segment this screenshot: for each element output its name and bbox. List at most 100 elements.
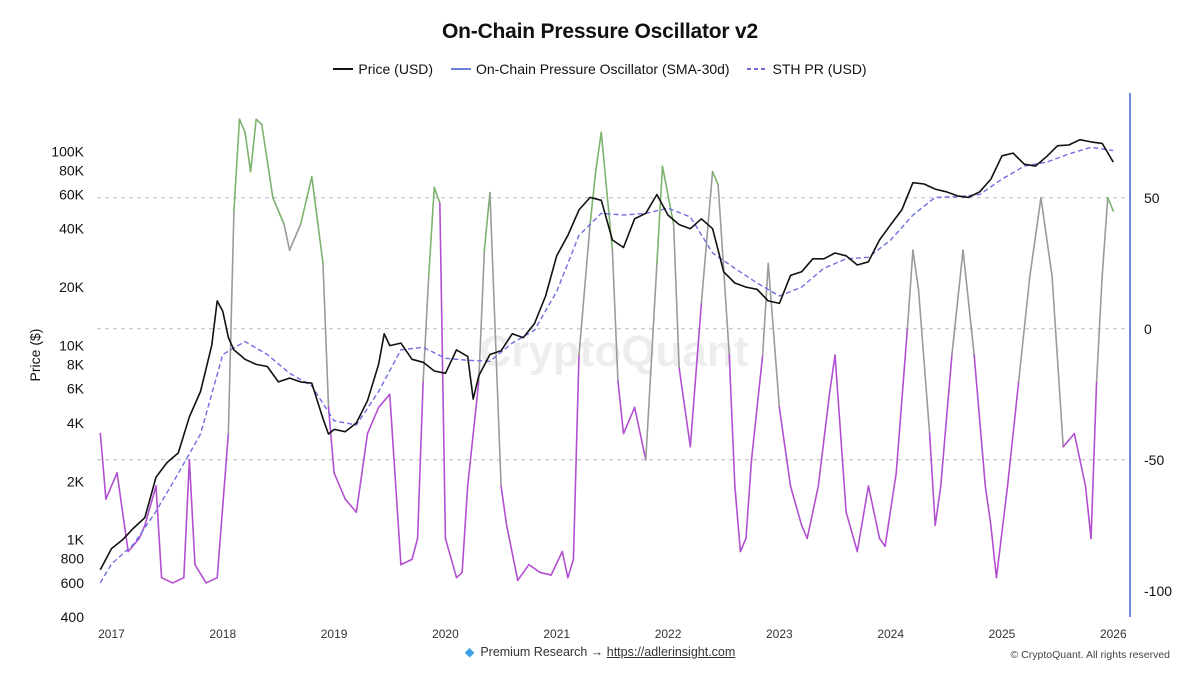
oscillator-segment <box>745 458 753 540</box>
legend-item-sth[interactable]: STH PR (USD) <box>747 61 867 77</box>
watermark: CryptoQuant <box>480 327 749 376</box>
oscillator-segment <box>1040 197 1053 278</box>
oscillator-segment <box>928 432 936 527</box>
oscillator-segment <box>739 537 747 553</box>
right-tick-label: 0 <box>1144 321 1152 337</box>
sth-line <box>99 146 1114 584</box>
oscillator-segment <box>483 191 491 251</box>
oscillator-segment <box>183 458 191 579</box>
oscillator-segment <box>205 576 219 584</box>
oscillator-segment <box>505 524 519 582</box>
oscillator-segment <box>728 354 736 487</box>
oscillator-segment <box>427 186 436 278</box>
oscillator-segment <box>984 485 992 527</box>
oscillator-segment <box>171 576 185 584</box>
oscillator-segment <box>644 262 658 461</box>
legend-label-price: Price (USD) <box>358 61 434 77</box>
oscillator-segment <box>867 485 881 540</box>
oscillator-segment <box>366 406 380 435</box>
legend-item-price[interactable]: Price (USD) <box>333 61 433 77</box>
left-tick-label: 800 <box>61 551 85 567</box>
oscillator-segment <box>516 563 530 582</box>
oscillator-segment <box>828 354 836 396</box>
oscillator-segment <box>478 249 486 383</box>
oscillator-segment <box>778 406 792 487</box>
oscillator-segment <box>962 249 975 356</box>
oscillator-segment <box>1029 197 1042 278</box>
oscillator-segment <box>806 485 820 540</box>
oscillator-segment <box>633 406 647 461</box>
oscillator-segment <box>611 249 619 383</box>
oscillator-segment <box>400 558 413 566</box>
x-tick-label: 2026 <box>1100 627 1127 641</box>
oscillator-segment <box>856 485 870 553</box>
x-tick-label: 2025 <box>989 627 1016 641</box>
oscillator-segment <box>895 327 909 474</box>
x-tick-label: 2024 <box>877 627 904 641</box>
oscillator-segment <box>990 524 998 579</box>
oscillator-segment <box>283 223 291 251</box>
oscillator-segment <box>817 393 831 487</box>
oscillator-segment <box>734 485 742 553</box>
oscillator-segment <box>272 197 285 225</box>
oscillator-segment <box>878 537 886 548</box>
x-axis-ticks: 2017 2018 2019 2020 2021 2022 2023 2024 2025 2026 <box>98 627 1127 641</box>
legend-swatch-sth <box>747 68 768 70</box>
oscillator-segment <box>238 118 246 134</box>
x-tick-label: 2018 <box>209 627 236 641</box>
oscillator-segment <box>466 380 480 487</box>
x-tick-label: 2019 <box>321 627 348 641</box>
x-tick-label: 2020 <box>432 627 459 641</box>
oscillator-segment <box>678 367 692 448</box>
oscillator-segment <box>834 354 847 514</box>
oscillator-segment <box>260 123 274 199</box>
sth-series <box>99 146 1114 584</box>
oscillator-segment <box>489 191 502 487</box>
oscillator-segment <box>444 537 458 579</box>
oscillator-segment <box>388 393 402 566</box>
oscillator-segment <box>578 223 591 356</box>
oscillator-segment <box>767 262 781 409</box>
legend-label-oscillator: On-Chain Pressure Oscillator (SMA-30d) <box>475 61 730 77</box>
oscillator-segment <box>672 223 680 369</box>
oscillator-segment <box>249 118 257 173</box>
legend-item-oscillator[interactable]: On-Chain Pressure Oscillator (SMA-30d) <box>450 61 730 77</box>
legend-swatch-oscillator <box>450 68 471 70</box>
oscillator-segment <box>188 458 196 566</box>
left-tick-label: 80K <box>59 162 85 178</box>
oscillator-segment <box>1051 275 1065 448</box>
left-tick-label: 100K <box>51 143 84 159</box>
oscillator-segment <box>550 550 564 576</box>
oscillator-segment <box>995 485 1009 579</box>
oscillator-segment <box>1062 432 1076 448</box>
left-tick-label: 600 <box>61 575 85 591</box>
copyright: © CryptoQuant. All rights reserved <box>1010 649 1170 661</box>
oscillator-segment <box>355 432 369 514</box>
oscillator-segment <box>311 176 324 265</box>
x-tick-label: 2022 <box>655 627 682 641</box>
oscillator-segment <box>155 485 163 579</box>
oscillator-segment <box>711 170 719 186</box>
oscillator-segment <box>244 131 252 173</box>
oscillator-segment <box>1101 197 1109 278</box>
oscillator-segment <box>934 485 942 527</box>
oscillator-segment <box>455 571 463 579</box>
oscillator-segment <box>1006 380 1020 487</box>
oscillator-segment <box>750 354 764 461</box>
oscillator-segment <box>160 576 174 584</box>
oscillator-segment <box>500 485 508 527</box>
footer-link[interactable]: https://adlerinsight.com <box>606 645 736 659</box>
x-tick-label: 2023 <box>766 627 793 641</box>
price-series <box>99 138 1114 571</box>
oscillator-segment <box>700 170 714 304</box>
oscillator-segment <box>528 563 541 574</box>
right-tick-label: -100 <box>1144 583 1172 599</box>
chart-title: On-Chain Pressure Oscillator v2 <box>442 20 758 43</box>
left-tick-label: 40K <box>59 221 85 237</box>
oscillator-segment <box>1090 380 1098 540</box>
oscillator-segment <box>288 223 302 251</box>
oscillator-segment <box>594 131 603 173</box>
oscillator-segment <box>561 550 569 579</box>
oscillator-segment <box>233 118 241 212</box>
